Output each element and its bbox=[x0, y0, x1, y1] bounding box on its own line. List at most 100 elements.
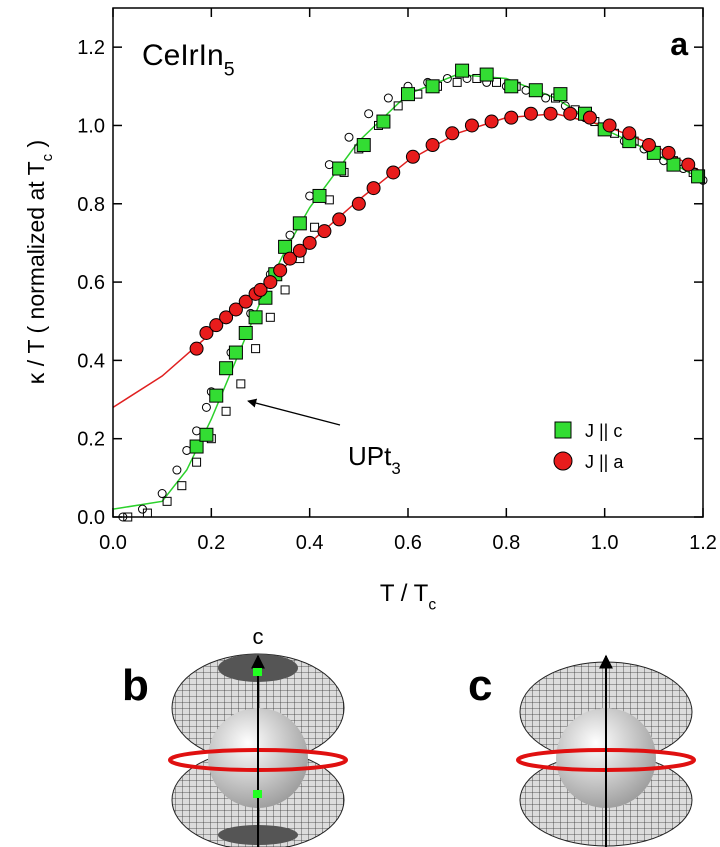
marker bbox=[492, 77, 501, 87]
x-tick-label: 0.6 bbox=[394, 532, 422, 554]
marker bbox=[251, 344, 261, 354]
marker bbox=[236, 379, 246, 389]
marker bbox=[209, 318, 224, 333]
axis-label: c bbox=[253, 624, 264, 649]
text-part: CeIrIn bbox=[142, 39, 224, 72]
x-tick-label: 0.4 bbox=[296, 532, 324, 554]
marker bbox=[182, 445, 192, 455]
annotation-arrow bbox=[247, 398, 341, 426]
y-tick-label: 0.2 bbox=[77, 429, 105, 451]
plot: 0.0 0.2 0.4 0.6 0.8 1.0 1.2 0.0 0.2 0.4 0.6 0.8 1.0 1… bbox=[23, 7, 717, 613]
label: κ / T ( normalized at Tc ) bbox=[23, 140, 56, 384]
marker bbox=[344, 132, 354, 142]
marker bbox=[332, 212, 347, 227]
marker bbox=[464, 118, 479, 133]
marker bbox=[177, 481, 187, 491]
marker bbox=[317, 224, 332, 239]
marker bbox=[265, 312, 275, 322]
label: CeIrIn5 bbox=[142, 39, 235, 81]
subscript: 3 bbox=[391, 459, 400, 478]
marker bbox=[238, 294, 253, 309]
marker bbox=[582, 110, 597, 125]
marker bbox=[563, 106, 578, 121]
marker bbox=[302, 235, 317, 250]
marker bbox=[285, 230, 295, 240]
panel-label: b bbox=[122, 661, 149, 710]
marker bbox=[253, 282, 268, 297]
marker bbox=[157, 489, 167, 499]
x-tick-label: 0.2 bbox=[197, 532, 225, 554]
marker bbox=[199, 427, 214, 442]
marker bbox=[455, 63, 470, 78]
label: a bbox=[670, 26, 688, 62]
legend-label: J || c bbox=[585, 421, 622, 441]
y-tick-label: 1.0 bbox=[77, 115, 105, 137]
marker bbox=[192, 457, 202, 467]
marker bbox=[681, 157, 696, 172]
marker bbox=[356, 138, 371, 153]
legend-marker bbox=[554, 421, 572, 439]
marker bbox=[622, 126, 637, 141]
y-tick-label: 0.8 bbox=[77, 194, 105, 216]
y-tick-label: 1.2 bbox=[77, 37, 105, 59]
marker bbox=[324, 195, 334, 205]
marker bbox=[162, 496, 172, 506]
marker bbox=[376, 114, 391, 129]
marker bbox=[366, 181, 381, 196]
marker bbox=[351, 196, 366, 211]
marker bbox=[543, 106, 558, 121]
marker bbox=[219, 310, 234, 325]
y-tick-label: 0.4 bbox=[77, 350, 105, 372]
label: UPt3 bbox=[348, 441, 401, 478]
x-tick-label: 0.0 bbox=[99, 532, 127, 554]
marker bbox=[199, 325, 214, 340]
marker bbox=[248, 310, 263, 325]
marker bbox=[521, 85, 531, 95]
diagram-c bbox=[516, 654, 696, 847]
subscript: 5 bbox=[224, 59, 235, 81]
marker bbox=[189, 439, 204, 454]
marker bbox=[504, 110, 519, 125]
marker bbox=[263, 275, 278, 290]
marker bbox=[425, 79, 440, 94]
marker bbox=[209, 388, 224, 403]
marker bbox=[504, 79, 519, 94]
marker bbox=[383, 93, 393, 103]
x-tick-label: 1.2 bbox=[689, 532, 717, 554]
panel-label: c bbox=[468, 661, 492, 710]
marker bbox=[292, 243, 307, 258]
x-tick-label: 1.0 bbox=[591, 532, 619, 554]
marker bbox=[280, 285, 290, 295]
text-part: a bbox=[670, 26, 688, 62]
marker bbox=[661, 145, 676, 160]
text-part: UPt bbox=[348, 441, 392, 471]
marker bbox=[324, 160, 334, 170]
marker bbox=[172, 465, 182, 475]
marker bbox=[452, 77, 462, 87]
marker bbox=[310, 222, 320, 232]
y-tick-label: 0.6 bbox=[77, 272, 105, 294]
marker bbox=[201, 402, 211, 412]
marker bbox=[401, 87, 415, 102]
marker bbox=[541, 93, 551, 103]
text-part: κ / T ( normalized at T bbox=[23, 161, 49, 384]
marker bbox=[312, 188, 327, 203]
marker bbox=[278, 239, 293, 254]
marker bbox=[553, 87, 568, 102]
marker bbox=[641, 138, 656, 153]
marker bbox=[283, 251, 297, 266]
text-part: ) bbox=[23, 140, 49, 154]
marker bbox=[292, 216, 307, 231]
marker bbox=[332, 161, 347, 176]
marker bbox=[386, 165, 401, 180]
marker bbox=[219, 361, 234, 376]
marker bbox=[192, 426, 202, 436]
y-tick-label: 0.0 bbox=[77, 507, 105, 529]
subscript: c bbox=[428, 596, 436, 613]
marker bbox=[189, 341, 204, 356]
marker bbox=[666, 157, 681, 172]
legend-label: J || a bbox=[585, 452, 624, 472]
marker bbox=[405, 149, 420, 164]
marker bbox=[238, 325, 253, 340]
